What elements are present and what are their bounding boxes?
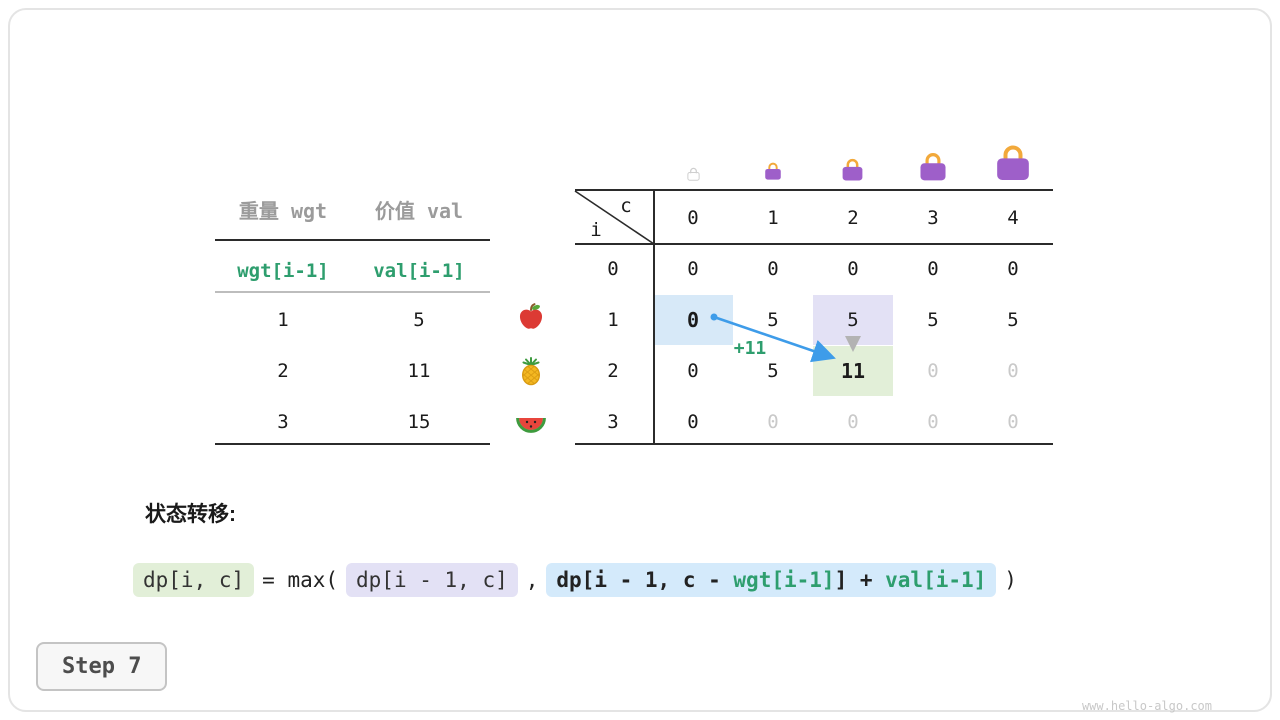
dp-cell-0-1: 0	[767, 258, 779, 280]
formula-arg2-part-1: dp[i - 1, c -	[556, 568, 734, 592]
bag-icon-capacity-0	[686, 167, 701, 181]
dp-cell-3-0: 0	[687, 411, 699, 433]
items-table-header-wgt: 重量 wgt	[238, 199, 328, 223]
dp-cell-3-2: 0	[847, 411, 859, 433]
dp-cell-1-1: 5	[767, 309, 779, 331]
watermark: www.hello-algo.com	[1081, 699, 1212, 713]
dp-row-header-2: 2	[607, 360, 619, 382]
formula-operator: = max(	[262, 568, 339, 592]
formula-arg2-part-3: ] +	[834, 568, 886, 592]
dp-cell-1-4: 5	[1007, 309, 1019, 331]
transition-formula: dp[i, c] = max( dp[i - 1, c] , dp[i - 1,…	[133, 559, 1017, 601]
bag-icon-capacity-1	[763, 162, 783, 180]
bag-icon-capacity-3	[917, 152, 949, 181]
items-table-wgt-formula: wgt[i-1]	[237, 260, 329, 282]
dp-cell-0-2: 0	[847, 258, 859, 280]
formula-separator: ,	[525, 568, 539, 592]
bag-icon-capacity-4	[993, 144, 1033, 181]
dp-col-header-3: 3	[927, 207, 939, 229]
item-1-value: 5	[413, 309, 425, 331]
dp-corner-row-label: i	[590, 219, 602, 241]
dp-cell-2-4: 0	[1007, 360, 1019, 382]
dp-cell-1-2: 5	[847, 309, 859, 331]
dp-row-header-0: 0	[607, 258, 619, 280]
dp-col-header-0: 0	[687, 207, 699, 229]
items-table-bottom-rule	[215, 443, 490, 445]
dp-col-header-4: 4	[1007, 207, 1019, 229]
formula-arg1: dp[i - 1, c]	[346, 563, 518, 597]
dp-row-header-3: 3	[607, 411, 619, 433]
watermelon-icon	[515, 406, 547, 438]
dp-cell-3-4: 0	[1007, 411, 1019, 433]
dp-table-vertical-rule	[653, 191, 655, 445]
formula-arg2-val: val[i-1]	[885, 568, 987, 592]
dp-cell-1-0: 0	[686, 308, 700, 332]
item-2-weight: 2	[277, 360, 289, 382]
items-table-val-formula: val[i-1]	[373, 260, 465, 282]
dp-cell-0-4: 0	[1007, 258, 1019, 280]
items-table-header-val: 价值 val	[374, 199, 464, 223]
formula-lhs: dp[i, c]	[133, 563, 255, 597]
dp-cell-2-3: 0	[927, 360, 939, 382]
step-badge: Step 7	[36, 642, 168, 691]
dp-cell-1-3: 5	[927, 309, 939, 331]
transition-heading: 状态转移:	[145, 503, 236, 526]
dp-cell-2-1: 5	[767, 360, 779, 382]
item-3-weight: 3	[277, 411, 289, 433]
item-1-weight: 1	[277, 309, 289, 331]
dp-cell-2-0: 0	[687, 360, 699, 382]
dp-cell-0-3: 0	[927, 258, 939, 280]
arrow-value-label: +11	[733, 338, 767, 359]
dp-col-header-2: 2	[847, 207, 859, 229]
dp-table-bottom-rule	[575, 443, 1053, 445]
dp-cell-2-2: 11	[840, 359, 866, 383]
dp-cell-0-0: 0	[687, 258, 699, 280]
dp-corner-col-label: c	[620, 195, 632, 217]
item-3-value: 15	[407, 411, 431, 433]
apple-icon	[515, 301, 547, 333]
dp-row-header-1: 1	[607, 309, 619, 331]
dp-col-header-1: 1	[767, 207, 779, 229]
items-table-mid-rule	[215, 291, 490, 293]
item-2-value: 11	[407, 360, 431, 382]
items-table-top-rule	[215, 239, 490, 241]
dp-cell-3-3: 0	[927, 411, 939, 433]
bag-icon-capacity-2	[840, 158, 865, 181]
formula-arg2-wgt: wgt[i-1]	[733, 568, 835, 592]
formula-arg2: dp[i - 1, c - wgt[i-1]] + val[i-1]	[546, 563, 997, 597]
pineapple-icon	[515, 355, 547, 387]
formula-closing: )	[1004, 568, 1017, 592]
dp-table-header-rule	[575, 243, 1053, 245]
dp-table-top-rule	[575, 189, 1053, 191]
dp-cell-3-1: 0	[767, 411, 779, 433]
